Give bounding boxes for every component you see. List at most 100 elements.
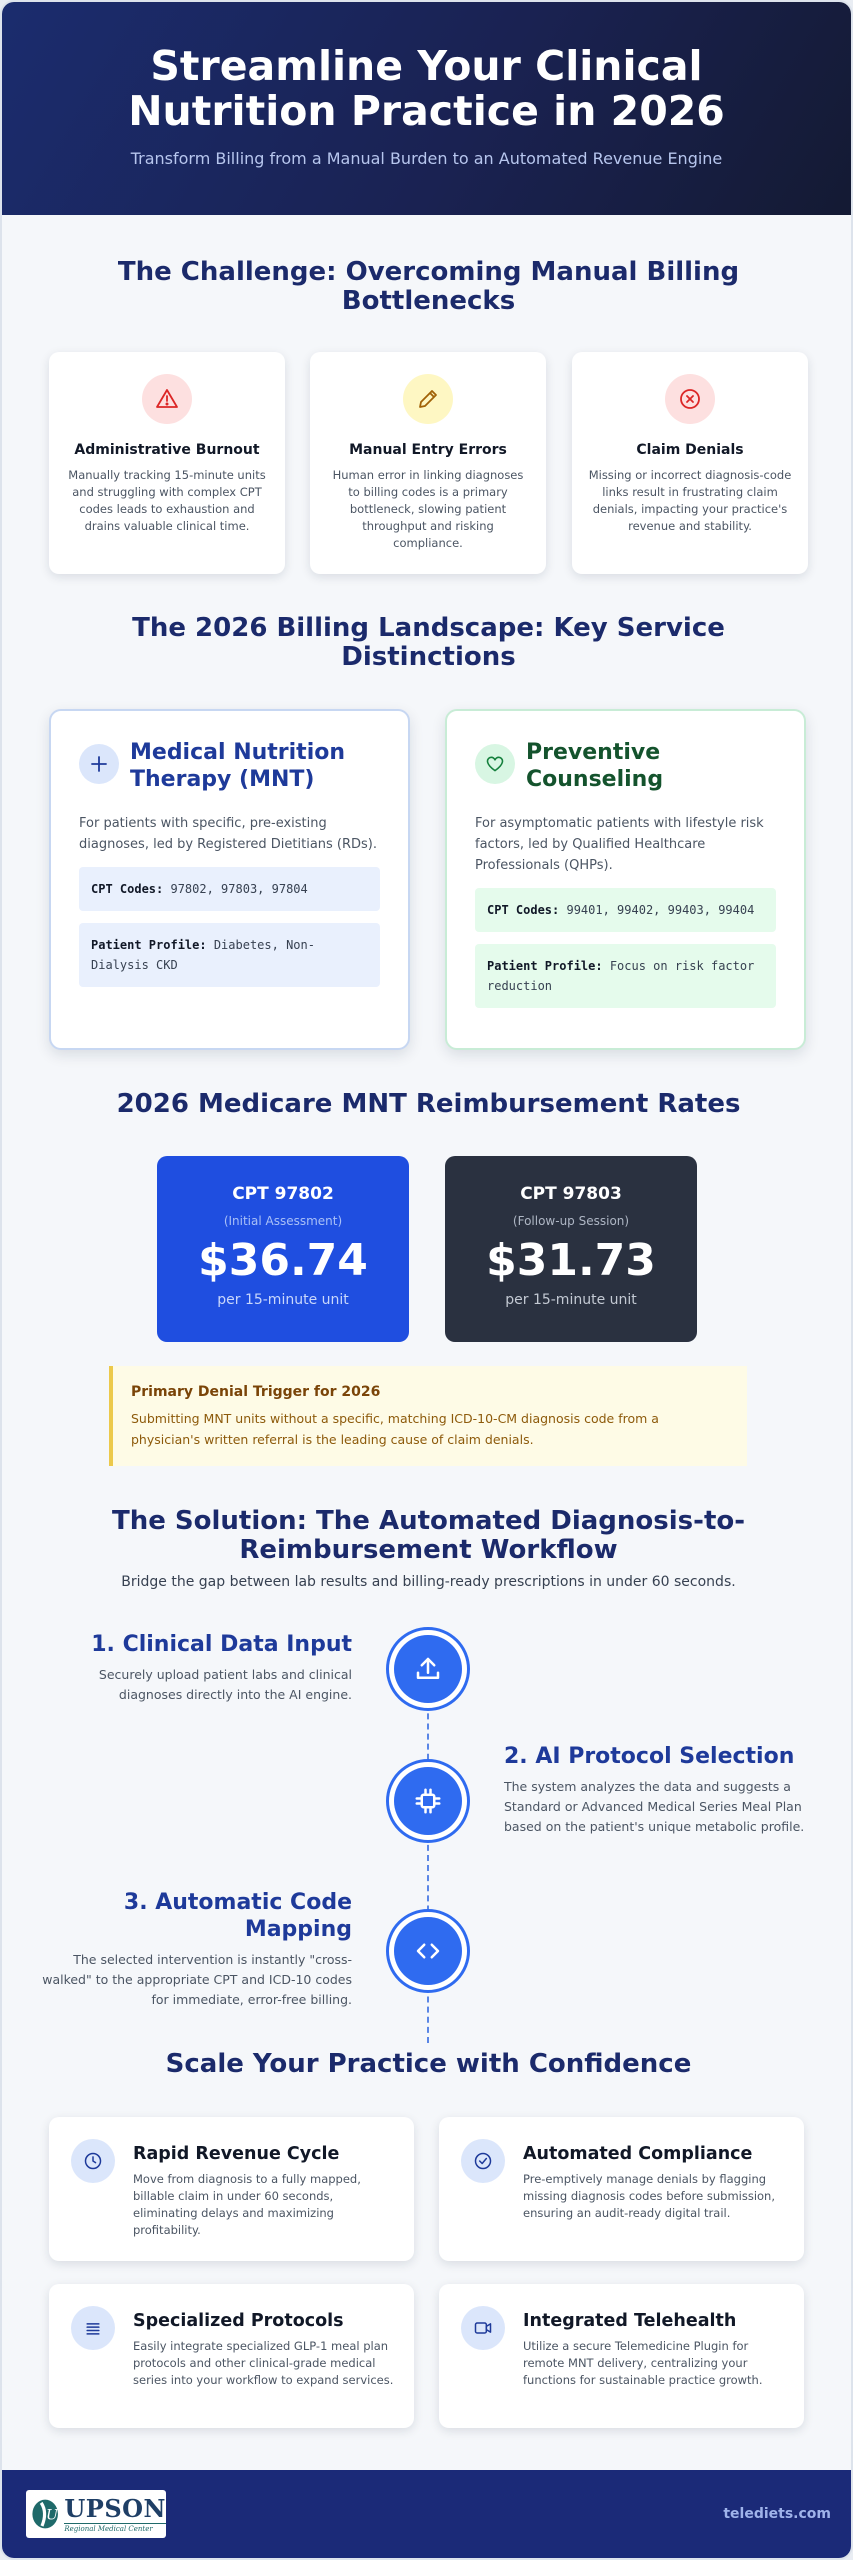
- challenge-card-text: Missing or incorrect diagnosis-code link…: [588, 468, 792, 533]
- rate-code: CPT 97803: [520, 1184, 622, 1204]
- hero-title-line2: Nutrition Practice in 2026: [128, 87, 725, 135]
- preventive-card: Preventive Counseling For asymptomatic p…: [445, 709, 806, 1050]
- x-circle-icon: [665, 374, 715, 424]
- mnt-title-line2: Therapy (MNT): [130, 767, 315, 792]
- challenge-card-title: Claim Denials: [636, 442, 744, 458]
- challenge-card-title: Administrative Burnout: [74, 442, 260, 458]
- timeline-line: [427, 1683, 429, 2043]
- feature-body: Rapid Revenue Cycle Move from diagnosis …: [133, 2139, 394, 2261]
- preventive-patient-profile: Patient Profile: Focus on risk factor re…: [475, 944, 776, 1008]
- feature-card-compliance: Automated Compliance Pre-emptively manag…: [439, 2117, 804, 2261]
- feature-text: Easily integrate specialized GLP-1 meal …: [133, 2339, 394, 2387]
- clock-icon: [71, 2139, 115, 2183]
- step-2-marker: [386, 1759, 470, 1843]
- step-title: 3. Automatic Code Mapping: [42, 1889, 352, 1943]
- feature-card-protocols: Specialized Protocols Easily integrate s…: [49, 2284, 414, 2428]
- challenge-card-title: Manual Entry Errors: [349, 442, 507, 458]
- rates-section: 2026 Medicare MNT Reimbursement Rates CP…: [2, 1089, 851, 1466]
- mnt-card: Medical Nutrition Therapy (MNT) For pati…: [49, 709, 410, 1050]
- step-3-marker: [386, 1909, 470, 1993]
- step-1-marker: [386, 1627, 470, 1711]
- challenge-title: The Challenge: Overcoming Manual Billing…: [2, 257, 851, 316]
- upson-logo[interactable]: U UPSON Regional Medical Center: [26, 2490, 166, 2538]
- logo-word: UPSON: [64, 2493, 166, 2523]
- feature-title: Specialized Protocols: [133, 2311, 344, 2331]
- challenge-card-text: Manually tracking 15-minute units and st…: [68, 468, 266, 533]
- rate-card-97803: CPT 97803 (Follow-up Session) $31.73 per…: [445, 1156, 697, 1342]
- feature-card-telehealth: Integrated Telehealth Utilize a secure T…: [439, 2284, 804, 2428]
- footer: U UPSON Regional Medical Center telediet…: [2, 2470, 851, 2558]
- challenge-card-burnout: Administrative Burnout Manually tracking…: [49, 352, 285, 574]
- scale-title: Scale Your Practice with Confidence: [165, 2049, 692, 2079]
- challenge-section: The Challenge: Overcoming Manual Billing…: [2, 257, 851, 574]
- site-link[interactable]: telediets.com: [723, 2506, 831, 2522]
- solution-title: The Solution: The Automated Diagnosis-to…: [2, 1506, 851, 1565]
- rates-title: 2026 Medicare MNT Reimbursement Rates: [116, 1089, 741, 1119]
- patient-profile-value: Focus on risk factor reduction: [487, 959, 755, 993]
- step-text: Securely upload patient labs and clinica…: [98, 1667, 352, 1702]
- feature-body: Integrated Telehealth Utilize a secure T…: [523, 2306, 784, 2428]
- landscape-title-line2: Distinctions: [341, 642, 516, 672]
- rate-kind: (Follow-up Session): [512, 1214, 630, 1228]
- rate-amount: $36.74: [198, 1235, 368, 1286]
- preventive-title-line1: Preventive: [526, 740, 661, 765]
- step-2: 2. AI Protocol Selection The system anal…: [504, 1743, 814, 1837]
- hero-title: Streamline Your Clinical Nutrition Pract…: [2, 44, 851, 134]
- solution-intro: Bridge the gap between lab results and b…: [121, 1574, 736, 1590]
- mnt-card-header: Medical Nutrition Therapy (MNT): [79, 739, 380, 793]
- rate-kind: (Initial Assessment): [223, 1214, 343, 1228]
- hero-banner: Streamline Your Clinical Nutrition Pract…: [2, 2, 851, 215]
- cpt-codes-label: CPT Codes:: [487, 903, 560, 917]
- step-text: The selected intervention is instantly "…: [42, 1952, 352, 2007]
- step-3-title-line1: 3. Automatic Code: [123, 1890, 352, 1915]
- solution-title-line2: Reimbursement Workflow: [239, 1535, 618, 1565]
- landscape-title-line1: The 2026 Billing Landscape: Key Service: [132, 613, 725, 643]
- mnt-patient-profile: Patient Profile: Diabetes, Non-Dialysis …: [79, 923, 380, 987]
- feature-title: Rapid Revenue Cycle: [133, 2144, 340, 2164]
- plus-icon: [79, 744, 119, 784]
- step-3: 3. Automatic Code Mapping The selected i…: [42, 1889, 352, 2010]
- feature-body: Specialized Protocols Easily integrate s…: [133, 2306, 394, 2428]
- logo-tagline: Regional Medical Center: [64, 2522, 166, 2533]
- preventive-description: For asymptomatic patients with lifestyle…: [475, 816, 764, 873]
- preventive-cpt-codes: CPT Codes: 99401, 99402, 99403, 99404: [475, 888, 776, 932]
- step-title: 2. AI Protocol Selection: [504, 1744, 795, 1769]
- mnt-cpt-codes: CPT Codes: 97802, 97803, 97804: [79, 867, 380, 911]
- list-icon: [71, 2306, 115, 2350]
- step-text: The system analyzes the data and suggest…: [504, 1779, 805, 1834]
- denial-alert: Primary Denial Trigger for 2026 Submitti…: [109, 1366, 747, 1466]
- step-1: 1. Clinical Data Input Securely upload p…: [42, 1631, 352, 1705]
- solution-title-line1: The Solution: The Automated Diagnosis-to…: [111, 1506, 746, 1536]
- step-title: 1. Clinical Data Input: [91, 1632, 352, 1657]
- mnt-card-title: Medical Nutrition Therapy (MNT): [130, 739, 345, 793]
- feature-text: Move from diagnosis to a fully mapped, b…: [133, 2172, 361, 2237]
- warning-triangle-icon: [142, 374, 192, 424]
- patient-profile-label: Patient Profile:: [91, 938, 207, 952]
- cpt-codes-value: 97802, 97803, 97804: [170, 882, 308, 896]
- landscape-section: The 2026 Billing Landscape: Key Service …: [2, 613, 851, 1050]
- pencil-icon: [403, 374, 453, 424]
- rate-unit: per 15-minute unit: [505, 1292, 637, 1308]
- rate-card-97802: CPT 97802 (Initial Assessment) $36.74 pe…: [157, 1156, 409, 1342]
- challenge-card-errors: Manual Entry Errors Human error in linki…: [310, 352, 546, 574]
- cpt-codes-value: 99401, 99402, 99403, 99404: [566, 903, 755, 917]
- feature-text: Pre-emptively manage denials by flagging…: [523, 2172, 776, 2220]
- challenge-title-line1: The Challenge: Overcoming Manual Billing: [117, 257, 740, 287]
- scale-section: Scale Your Practice with Confidence Rapi…: [2, 2049, 851, 2428]
- challenge-title-line2: Bottlenecks: [341, 286, 516, 316]
- rate-unit: per 15-minute unit: [217, 1292, 349, 1308]
- feature-card-revenue: Rapid Revenue Cycle Move from diagnosis …: [49, 2117, 414, 2261]
- feature-title: Automated Compliance: [523, 2144, 753, 2164]
- feature-text: Utilize a secure Telemedicine Plugin for…: [523, 2339, 763, 2387]
- check-circle-icon: [461, 2139, 505, 2183]
- mnt-description: For patients with specific, pre-existing…: [79, 816, 378, 852]
- cpu-chip-icon: [394, 1767, 462, 1835]
- challenge-card-denials: Claim Denials Missing or incorrect diagn…: [572, 352, 808, 574]
- preventive-card-title: Preventive Counseling: [526, 739, 663, 793]
- hero-title-line1: Streamline Your Clinical: [150, 42, 703, 90]
- feature-title: Integrated Telehealth: [523, 2311, 737, 2331]
- preventive-card-header: Preventive Counseling: [475, 739, 776, 793]
- svg-text:U: U: [46, 2508, 59, 2524]
- step-3-title-line2: Mapping: [244, 1917, 352, 1942]
